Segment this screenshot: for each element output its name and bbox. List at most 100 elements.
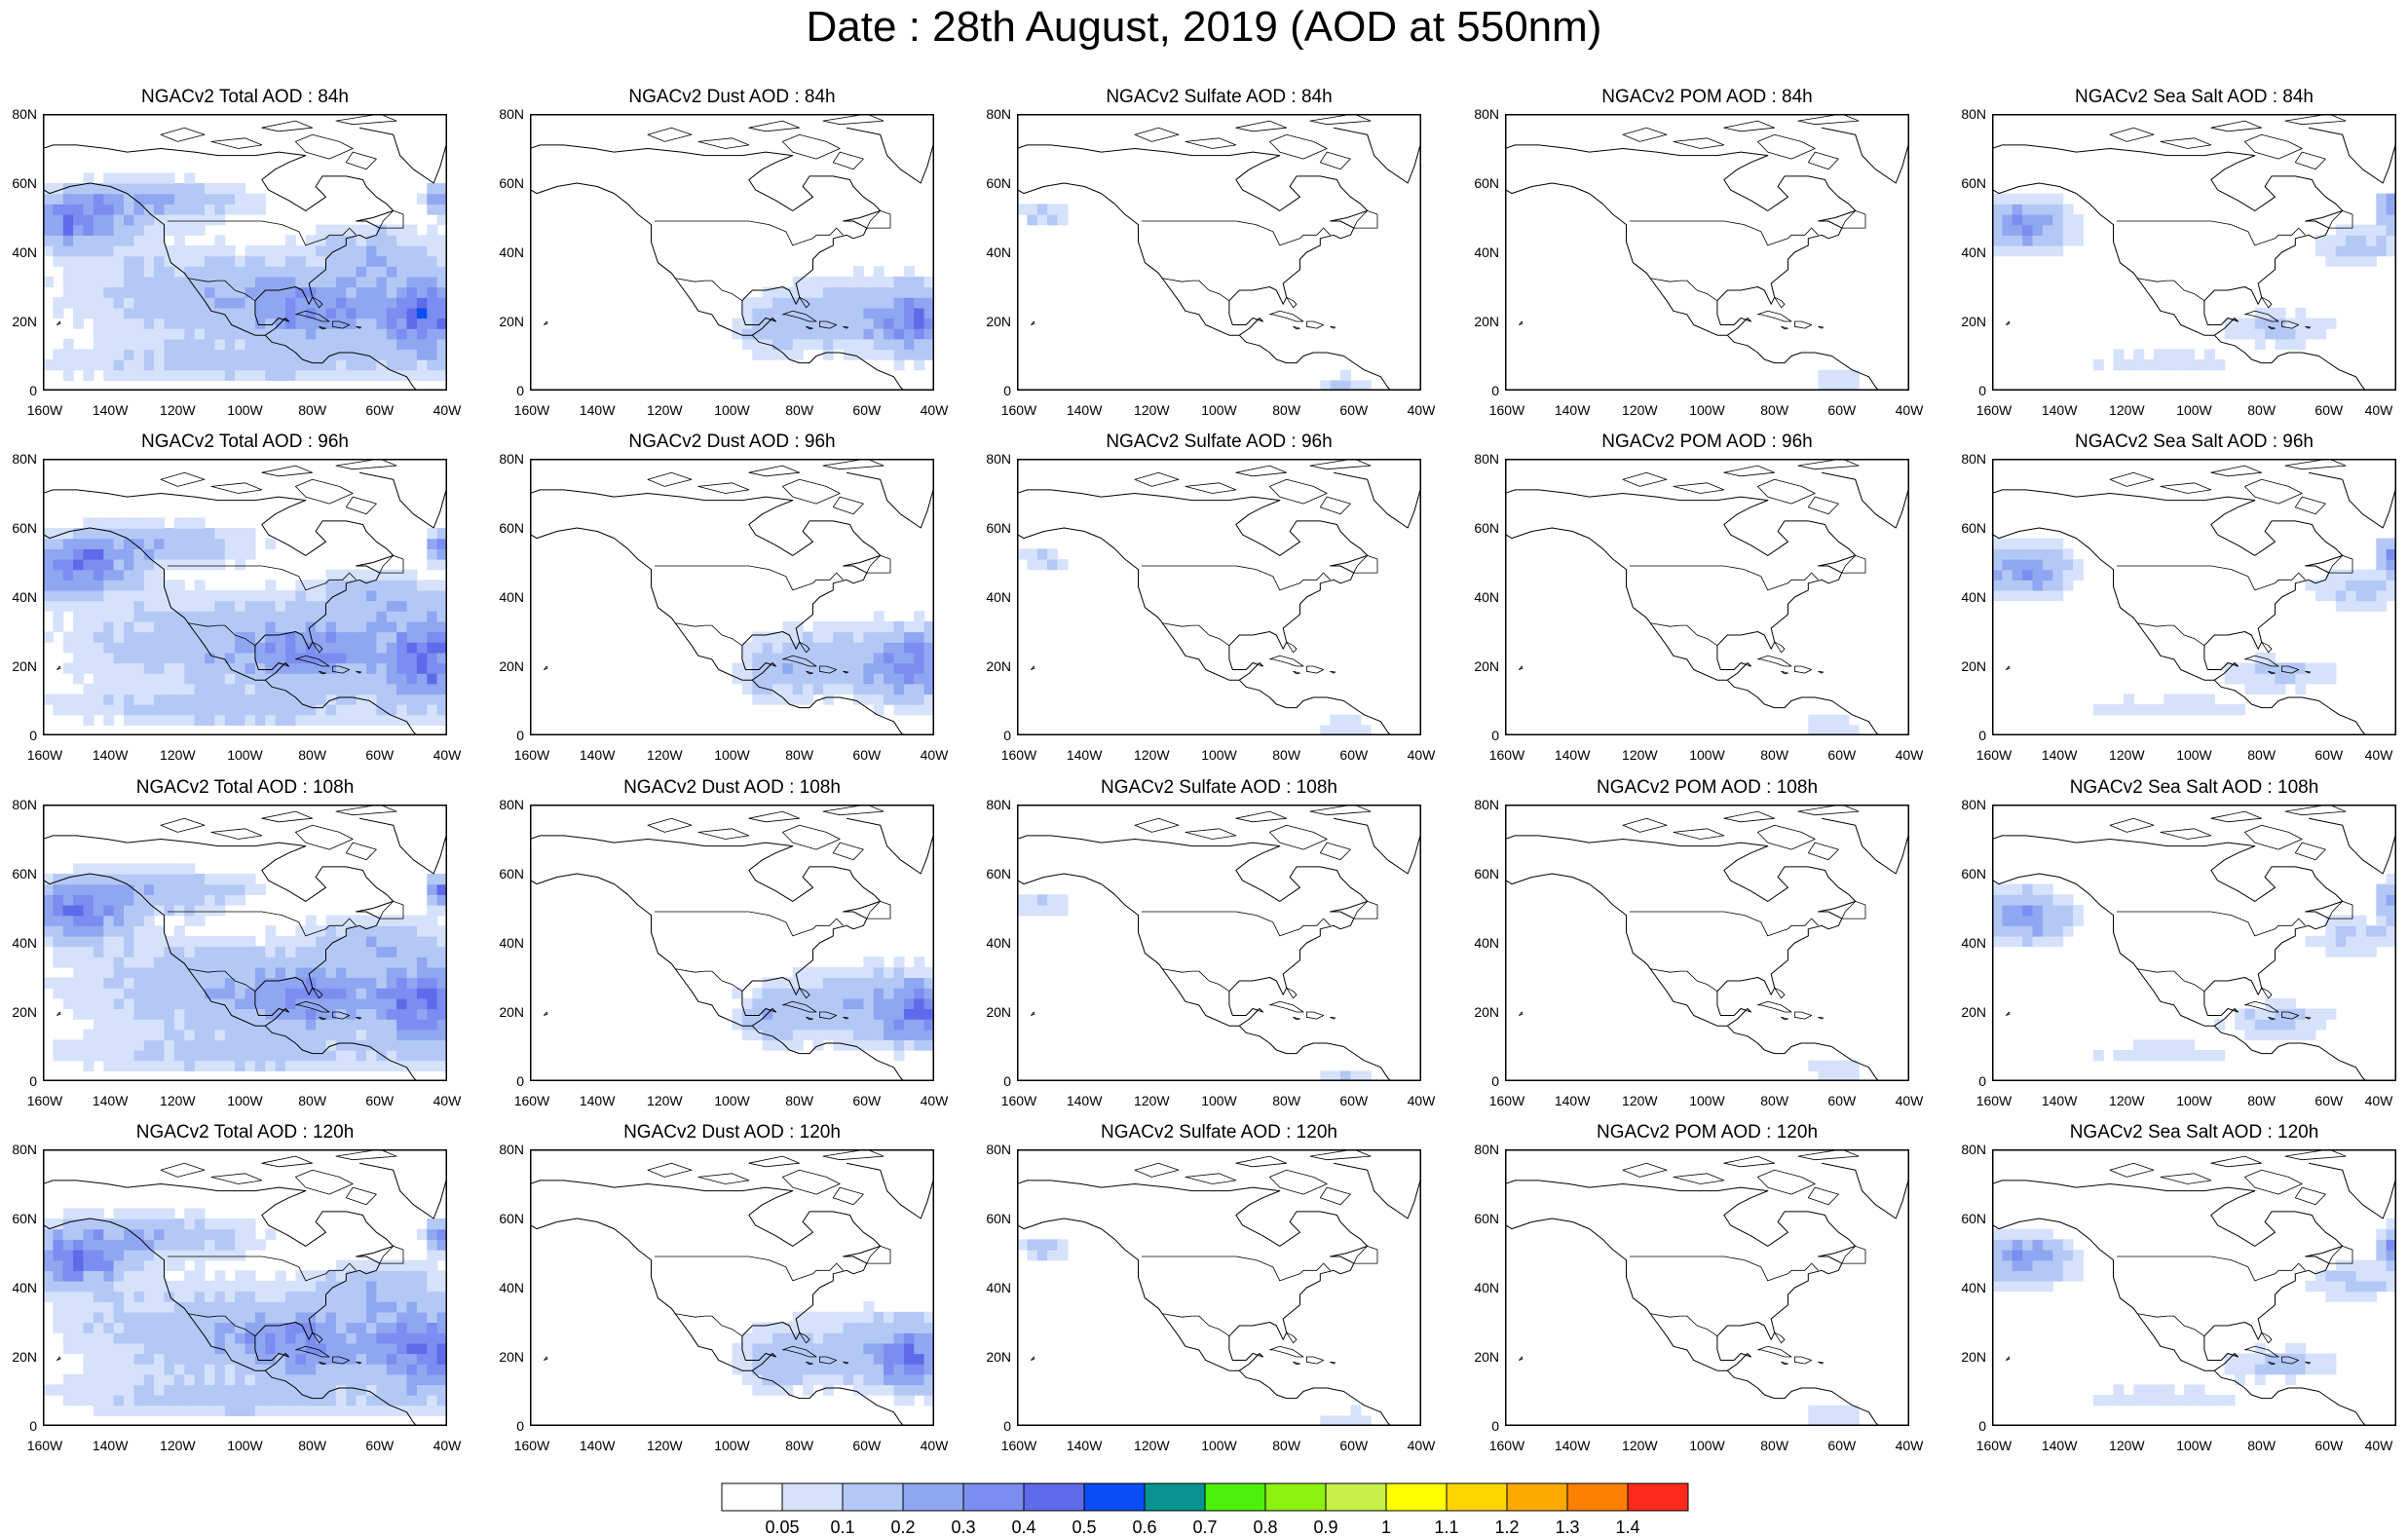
- aod-cell: [366, 1029, 377, 1041]
- island: [331, 320, 351, 329]
- aod-cell: [154, 1280, 166, 1293]
- aod-cell: [164, 694, 175, 705]
- aod-cell: [316, 1322, 327, 1333]
- aod-cell: [53, 235, 64, 246]
- aod-cell: [93, 1239, 104, 1251]
- aod-cell: [2355, 1259, 2367, 1271]
- aod-cell: [2042, 193, 2053, 205]
- aod-cell: [254, 997, 266, 1010]
- aod-cell: [803, 966, 814, 979]
- aod-cell: [113, 1384, 125, 1396]
- lat-label: 0: [1978, 383, 1986, 398]
- aod-cell: [73, 1311, 85, 1324]
- lat-label: 80N: [1961, 106, 1986, 122]
- aod-cell: [2224, 1395, 2236, 1406]
- aod-cell: [184, 338, 196, 351]
- aod-cell: [406, 642, 418, 654]
- aod-cell: [427, 956, 438, 968]
- aod-cell: [103, 935, 115, 948]
- lon-label: 140W: [1066, 747, 1103, 763]
- greenland-coast: [339, 805, 447, 875]
- aod-cell: [2265, 683, 2276, 695]
- map-frame: [1505, 459, 1909, 735]
- aod-cell: [782, 988, 794, 999]
- aod-cell: [366, 1060, 377, 1071]
- aod-cell: [436, 883, 447, 895]
- aod-cell: [427, 338, 438, 351]
- aod-cell: [184, 652, 196, 664]
- aod-cell: [812, 1311, 824, 1324]
- aod-cell: [154, 662, 166, 674]
- aod-cell: [73, 1050, 85, 1062]
- aod-cell: [275, 266, 286, 278]
- aod-cell: [285, 611, 296, 622]
- lon-label: 120W: [647, 747, 683, 763]
- aod-cell: [143, 589, 155, 602]
- aod-cell: [843, 286, 854, 298]
- aod-cell: [62, 935, 74, 948]
- aod-cell: [335, 349, 347, 360]
- aod-cell: [184, 611, 196, 622]
- lat-label: 0: [1491, 1418, 1499, 1434]
- aod-cell: [792, 1342, 804, 1355]
- aod-cell: [346, 1395, 357, 1406]
- lon-label: 40W: [1407, 402, 1436, 418]
- aod-cell: [245, 1270, 256, 1282]
- aod-cell: [1047, 894, 1059, 906]
- aod-cell: [73, 925, 85, 937]
- aod-cell: [416, 286, 428, 298]
- aod-cell: [245, 1050, 256, 1062]
- aod-cell: [2042, 214, 2053, 226]
- aod-cell: [285, 235, 296, 246]
- aod-cell: [822, 338, 834, 351]
- aod-cell: [833, 1029, 845, 1041]
- aod-cell: [154, 925, 166, 937]
- aod-cell: [103, 589, 115, 602]
- aod-cell: [2052, 193, 2064, 205]
- aod-cell: [143, 683, 155, 695]
- aod-cell: [914, 286, 925, 298]
- aod-cell: [265, 369, 277, 381]
- aod-cell: [1320, 725, 1332, 735]
- aod-cell: [124, 244, 134, 257]
- aod-cell: [884, 1029, 895, 1041]
- aod-cell: [1992, 935, 2003, 948]
- aod-cell: [254, 318, 266, 329]
- aod-cell: [254, 652, 266, 664]
- aod-cell: [275, 1364, 286, 1375]
- aod-cell: [305, 589, 317, 602]
- aod-cell: [427, 318, 438, 329]
- aod-cell: [2032, 1270, 2044, 1282]
- colorbar-box: [1506, 1482, 1568, 1512]
- aod-cell: [164, 1384, 175, 1396]
- aod-cell: [275, 946, 286, 957]
- aod-cell: [103, 956, 115, 968]
- lon-label: 160W: [513, 1438, 550, 1453]
- aod-cell: [154, 1364, 166, 1375]
- aod-cell: [436, 1332, 447, 1344]
- aod-cell: [376, 1353, 388, 1365]
- aod-cell: [1848, 1415, 1860, 1426]
- aod-cell: [164, 1291, 175, 1302]
- aod-cell: [154, 1008, 166, 1020]
- aod-cell: [235, 255, 246, 267]
- us-canada-border: [168, 220, 357, 246]
- aod-cell: [1036, 905, 1048, 917]
- aod-cell: [2365, 946, 2377, 957]
- aod-cell: [873, 662, 884, 674]
- aod-cell: [73, 1280, 85, 1293]
- map-frame: [530, 805, 934, 1081]
- coastline-east: [43, 835, 395, 1027]
- aod-cell: [356, 1301, 367, 1313]
- aod-cell: [325, 276, 337, 288]
- aod-cell: [366, 946, 377, 957]
- aod-cell: [124, 966, 134, 979]
- aod-cell: [265, 935, 277, 948]
- aod-cell: [295, 276, 307, 288]
- aod-cell: [923, 1395, 934, 1406]
- lon-label: 100W: [714, 1438, 750, 1453]
- lon-label: 140W: [92, 747, 129, 763]
- aod-cell: [335, 359, 347, 371]
- aod-cell: [1992, 1239, 2003, 1251]
- aod-cell: [376, 1019, 388, 1031]
